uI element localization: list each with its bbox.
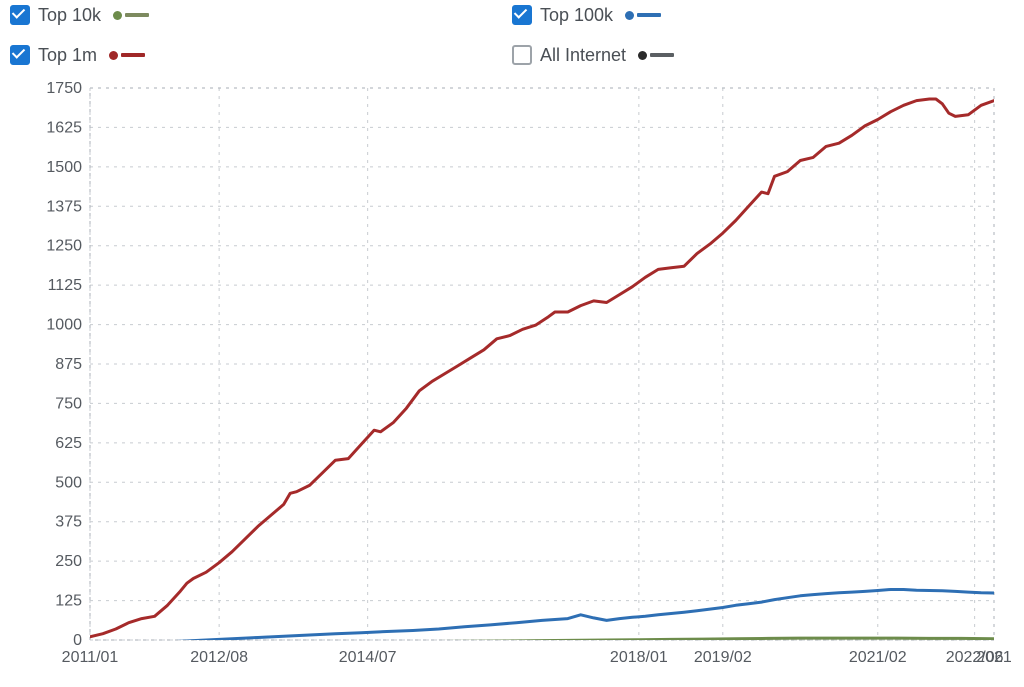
- chart: 0 125 250 375 500 625 750 875 1000 1125 1250 1375 15…: [0, 80, 1024, 680]
- legend-label: All Internet: [540, 46, 626, 64]
- legend-swatch-all: [638, 51, 674, 60]
- checkbox-top10k[interactable]: [10, 5, 30, 25]
- checkbox-top100k[interactable]: [512, 5, 532, 25]
- dot-icon: [109, 51, 118, 60]
- y-tick-label: 125: [55, 593, 82, 610]
- x-tick-label: 2012/08: [190, 649, 248, 666]
- x-tick-label: 2019/02: [694, 649, 752, 666]
- y-tick-label: 1125: [48, 277, 83, 294]
- bar-icon: [637, 13, 661, 17]
- bar-icon: [121, 53, 145, 57]
- legend-item-top1m[interactable]: Top 1m: [10, 45, 512, 65]
- y-tick-label: 250: [55, 553, 82, 570]
- x-tick-label: 2014/07: [339, 649, 397, 666]
- legend-label: Top 1m: [38, 46, 97, 64]
- y-tick-label: 875: [55, 356, 82, 373]
- y-tick-label: 1625: [46, 119, 82, 136]
- y-tick-label: 1250: [46, 238, 82, 255]
- series-top100k: [90, 590, 994, 644]
- y-tick-label: 1375: [46, 198, 82, 215]
- dot-icon: [113, 11, 122, 20]
- dot-icon: [638, 51, 647, 60]
- bar-icon: [125, 13, 149, 17]
- y-tick-label: 1000: [46, 317, 82, 334]
- legend-item-top100k[interactable]: Top 100k: [512, 5, 1014, 25]
- series-top1m: [90, 99, 994, 637]
- y-tick-label: 0: [73, 632, 82, 649]
- x-tick-label: 2021/02: [849, 649, 907, 666]
- y-tick-label: 500: [55, 474, 82, 491]
- y-tick-label: 750: [55, 395, 82, 412]
- legend-swatch-top1m: [109, 51, 145, 60]
- chart-svg: 0 125 250 375 500 625 750 875 1000 1125 1250 1375 15…: [0, 80, 1024, 680]
- y-tick-label: 1750: [46, 80, 82, 97]
- x-tick-label: 2021: [976, 649, 1012, 666]
- dot-icon: [625, 11, 634, 20]
- bar-icon: [650, 53, 674, 57]
- x-tick-label: 2018/01: [610, 649, 668, 666]
- legend-swatch-top10k: [113, 11, 149, 20]
- legend-item-all[interactable]: All Internet: [512, 45, 1014, 65]
- x-tick-label: 2011/01: [62, 649, 119, 666]
- y-tick-label: 375: [55, 514, 82, 531]
- legend-label: Top 100k: [540, 6, 613, 24]
- checkbox-all[interactable]: [512, 45, 532, 65]
- y-tick-label: 1500: [46, 159, 82, 176]
- legend-label: Top 10k: [38, 6, 101, 24]
- y-tick-label: 625: [55, 435, 82, 452]
- checkbox-top1m[interactable]: [10, 45, 30, 65]
- legend-swatch-top100k: [625, 11, 661, 20]
- legend-item-top10k[interactable]: Top 10k: [10, 5, 512, 25]
- legend: Top 10k Top 100k Top 1m All Internet: [0, 0, 1024, 65]
